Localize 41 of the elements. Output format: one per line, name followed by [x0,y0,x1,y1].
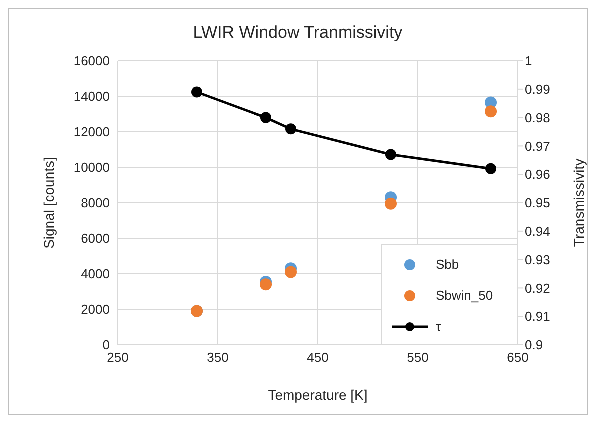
point [285,266,297,278]
y-tick-label: 16000 [74,54,110,69]
point [260,278,272,291]
y2-tick-label: 0.95 [525,196,550,211]
legend-label: Sbwin_50 [436,288,494,303]
y-tick-label: 10000 [74,160,110,176]
y2-tick-label: 0.94 [525,224,550,240]
y-tick-label: 12000 [74,124,110,140]
y-tick-label: 2000 [81,302,110,318]
y2-axis-title: Transmissivity [570,158,587,248]
y2-tick-label: 0.96 [525,167,550,182]
point [385,198,397,210]
y2-tick-label: 1 [525,54,532,69]
x-tick-label: 450 [307,350,329,366]
y-tick-label: 6000 [81,231,110,246]
point [192,86,202,98]
x-tick-label: 250 [107,350,129,366]
y2-tick-label: 0.9 [525,338,544,353]
point [486,163,496,174]
y2-tick-label: 0.92 [525,280,550,296]
x-tick-label: 350 [207,350,229,366]
point [386,149,396,160]
y2-tick-label: 0.98 [525,110,550,126]
y-tick-label: 8000 [81,196,110,211]
y2-tick-label: 0.91 [525,309,550,324]
point [485,106,497,118]
x-axis-title: Temperature [K] [268,387,368,403]
legend-label: Sbb [436,257,460,272]
y-tick-label: 14000 [74,89,110,104]
y-tick-label: 0 [102,338,110,353]
y-tick-label: 4000 [81,266,110,282]
point [286,124,296,135]
point [260,112,272,124]
x-tick-label: 550 [407,350,429,366]
legend-label: τ [436,319,442,334]
y2-tick-label: 0.97 [525,138,550,154]
chart-title: LWIR Window Tranmissivity [192,23,404,43]
y2-tick-label: 0.93 [525,252,550,268]
y-axis-title: Signal [counts] [40,157,57,249]
y2-tick-label: 0.99 [525,82,550,98]
x-tick-label: 650 [507,350,529,366]
